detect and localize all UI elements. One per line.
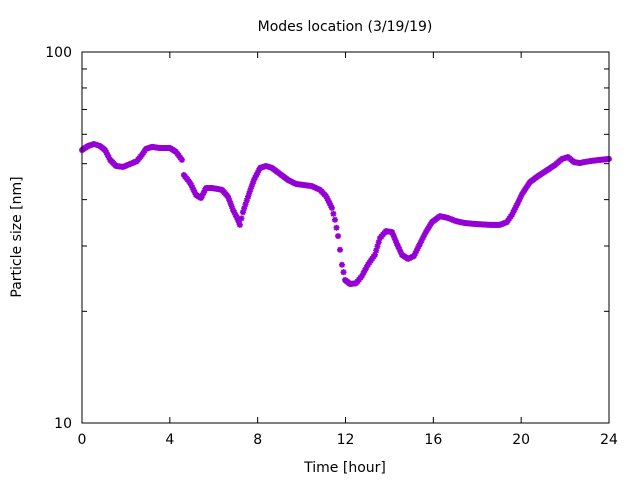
data-point [246, 190, 253, 197]
data-point [225, 193, 232, 200]
data-point [331, 216, 338, 223]
data-point [233, 214, 240, 221]
y-tick-label: 10 [54, 416, 72, 432]
data-point [416, 240, 423, 247]
data-point [390, 231, 397, 238]
data-point [361, 267, 368, 274]
axis-ticks: 0 4 8 12 16 20 24 10 100 [45, 45, 618, 448]
data-point [373, 247, 380, 254]
data-point [363, 264, 370, 271]
y-tick-label: 100 [45, 45, 72, 61]
data-point [242, 201, 249, 208]
data-point [245, 193, 252, 200]
data-point [375, 239, 382, 246]
x-tick-label: 4 [165, 432, 174, 448]
data-point [393, 240, 400, 247]
data-point [510, 209, 517, 216]
data-point [228, 203, 235, 210]
data-point [517, 193, 524, 200]
data-point [412, 250, 419, 257]
data-point [178, 156, 185, 163]
data-point [234, 216, 241, 223]
data-point [327, 202, 334, 209]
data-point [511, 206, 518, 213]
data-point [247, 186, 254, 193]
data-point [411, 252, 418, 259]
data-point [333, 224, 340, 231]
data-point [325, 197, 332, 204]
x-tick-label: 16 [424, 432, 442, 448]
data-point [231, 209, 238, 216]
data-point [250, 176, 257, 183]
data-point [235, 219, 242, 226]
x-axis-label: Time [hour] [303, 460, 386, 476]
data-point [326, 200, 333, 207]
data-point [397, 249, 404, 256]
data-point [104, 151, 111, 158]
data-point [371, 251, 378, 258]
data-point [328, 204, 335, 211]
data-point [335, 233, 342, 240]
data-point [248, 183, 255, 190]
y-axis-label: Particle size [nm] [9, 176, 25, 297]
data-point [514, 199, 521, 206]
data-point [340, 269, 347, 276]
data-point [236, 221, 243, 228]
x-tick-label: 0 [78, 432, 87, 448]
data-point [188, 182, 195, 189]
data-point [230, 207, 237, 214]
data-point [200, 189, 207, 196]
data-point [421, 231, 428, 238]
chart-title: Modes location (3/19/19) [258, 19, 433, 35]
data-point [415, 243, 422, 250]
data-point [201, 187, 208, 194]
data-point [392, 237, 399, 244]
data-point [227, 200, 234, 207]
data-point [190, 186, 197, 193]
data-point [391, 234, 398, 241]
data-point [324, 195, 331, 202]
data-points [79, 140, 612, 287]
data-point [389, 229, 396, 236]
data-point [414, 245, 421, 252]
data-point [516, 196, 523, 203]
data-point [198, 195, 205, 202]
x-tick-label: 20 [512, 432, 530, 448]
x-tick-label: 24 [600, 432, 618, 448]
data-point [199, 192, 206, 199]
data-point [358, 273, 365, 280]
data-point [513, 202, 520, 209]
data-point [254, 169, 261, 176]
data-point [189, 184, 196, 191]
data-point [238, 215, 245, 222]
plot-border [81, 51, 610, 424]
data-point [374, 243, 381, 250]
data-point [191, 189, 198, 196]
data-point [419, 234, 426, 241]
data-point [187, 179, 194, 186]
data-point [512, 204, 519, 211]
data-point [249, 180, 256, 187]
data-point [103, 149, 110, 156]
data-point [253, 172, 260, 179]
data-point [243, 197, 250, 204]
x-tick-label: 12 [337, 432, 355, 448]
data-point [252, 174, 259, 181]
data-point [241, 205, 248, 212]
data-point [418, 237, 425, 244]
data-point [395, 243, 402, 250]
data-point [105, 154, 112, 161]
x-tick-label: 8 [253, 432, 262, 448]
data-point [360, 270, 367, 277]
data-point [232, 211, 239, 218]
data-point [337, 246, 344, 253]
data-point [396, 246, 403, 253]
data-point [413, 248, 420, 255]
data-point [338, 261, 345, 268]
data-point [226, 197, 233, 204]
data-point [239, 209, 246, 216]
data-point [508, 211, 515, 218]
data-point [330, 210, 337, 217]
